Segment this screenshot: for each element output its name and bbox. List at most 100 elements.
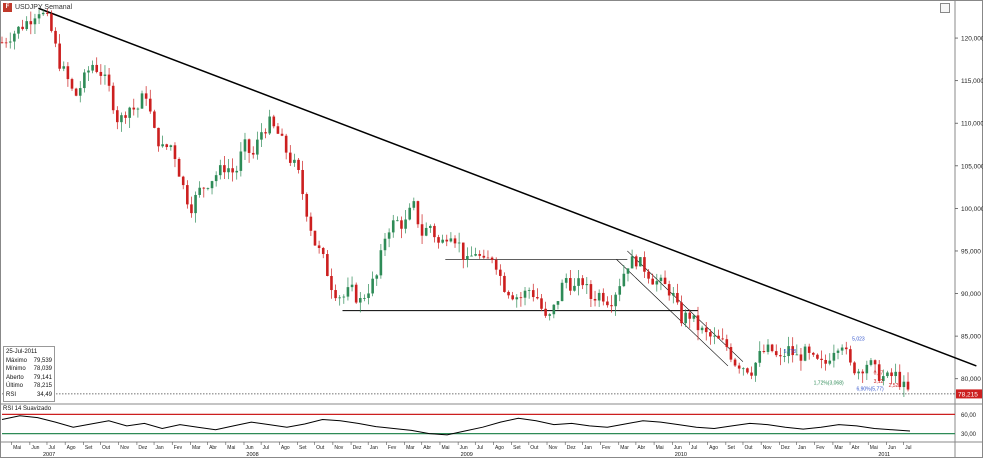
month-label: Ago [281, 445, 290, 451]
month-label: Dez [567, 445, 576, 451]
candle-body [569, 278, 572, 291]
month-label: Set [85, 445, 93, 451]
candle-body [107, 74, 111, 86]
candle-body [144, 93, 148, 99]
candle-body [750, 372, 753, 376]
candle-body [857, 371, 860, 374]
candle-body [301, 169, 304, 195]
candle-body [791, 346, 795, 356]
candle-body [317, 245, 321, 249]
info-date: 25-Jul-2011 [6, 349, 38, 355]
chart-title: USDJPY Semanal [15, 3, 73, 11]
candle-body [704, 327, 708, 333]
month-label: Mar [192, 445, 201, 451]
chart-title-bar: F USDJPY Semanal [3, 1, 72, 13]
month-label: Set [299, 445, 307, 451]
candle-body [173, 145, 177, 159]
month-label: Mai [870, 445, 878, 451]
candle-body [474, 254, 477, 256]
candle-body [272, 116, 276, 127]
candle-body [503, 275, 506, 292]
candle-body [367, 293, 370, 298]
candle-body [865, 364, 869, 374]
info-row-high: Máximo 79,539 [6, 357, 52, 364]
time-axis: Mai Jun Jul Ago Set Out Nov Dez Jan Fev Mar Abr Mai J… [11, 442, 911, 458]
candle-body [54, 30, 57, 44]
candle-body [725, 339, 729, 348]
candle-body [585, 284, 589, 286]
info-row-rsi: RSI 34,49 [6, 391, 52, 398]
candle-body [424, 227, 428, 236]
candle-body [733, 359, 737, 366]
month-label: Dez [138, 445, 147, 451]
candle-body [17, 26, 20, 34]
month-label: Out [744, 445, 753, 451]
month-label: Fev [816, 445, 825, 451]
candle-body [62, 66, 66, 69]
candle-body [264, 132, 267, 134]
candle-body [494, 259, 498, 270]
candle-body [260, 132, 263, 140]
candle-body [774, 351, 778, 356]
candle-body [186, 185, 189, 205]
rsi-level-label: 60,00 [961, 413, 977, 419]
annotation-label: 5,023 [852, 336, 865, 342]
candle-body [737, 365, 741, 369]
candle-body [153, 111, 156, 128]
month-label: Out [316, 445, 325, 451]
candle-body [482, 255, 486, 258]
candle-body [321, 248, 325, 255]
candle-body [556, 301, 560, 305]
year-label: 2010 [675, 452, 687, 458]
candle-body [589, 284, 593, 299]
candle-body [210, 181, 214, 189]
candle-body [552, 304, 556, 315]
candle-body [676, 292, 679, 303]
candle-body [313, 230, 317, 246]
month-label: Out [530, 445, 539, 451]
candle-body [507, 291, 510, 296]
year-label: 2008 [246, 452, 258, 458]
candle-body [214, 175, 218, 182]
candle-body [111, 85, 115, 111]
candle-body [655, 281, 659, 285]
month-label: Nov [763, 445, 772, 451]
maximize-button[interactable] [940, 3, 950, 13]
candle-body [861, 371, 865, 374]
year-label: 2011 [878, 452, 890, 458]
resistance-trendline [38, 7, 977, 367]
candle-body [540, 298, 543, 309]
month-label: Out [102, 445, 111, 451]
candle-body [470, 255, 473, 257]
candle-body [342, 296, 346, 298]
candle-body [383, 238, 387, 251]
candle-body [223, 165, 226, 173]
month-label: Jun [888, 445, 896, 451]
candle-body [667, 284, 671, 296]
candle-body [305, 194, 309, 217]
month-label: Jul [263, 445, 269, 451]
candle-body [610, 305, 613, 307]
y-tick-label: 105,000 [961, 163, 983, 170]
candle-body [564, 278, 568, 283]
candle-body [103, 74, 107, 76]
candle-body [83, 72, 86, 89]
candle-body [128, 107, 131, 118]
candle-body [371, 278, 374, 294]
y-tick-label: 120,000 [961, 36, 983, 43]
month-label: Jan [370, 445, 378, 451]
rsi-line [1, 415, 911, 436]
annotation-label: 6,90%(5,77) [856, 387, 884, 393]
candle-body [696, 315, 700, 331]
candle-body [297, 159, 300, 170]
candle-body [577, 278, 580, 286]
candle-body [527, 290, 531, 291]
candle-body [630, 256, 634, 269]
candle-body [379, 250, 383, 276]
candle-body [795, 354, 799, 356]
candle-body [869, 360, 873, 365]
candle-body [523, 290, 527, 298]
candle-body [787, 346, 790, 357]
candle-body [338, 297, 341, 299]
candle-body [25, 21, 29, 30]
